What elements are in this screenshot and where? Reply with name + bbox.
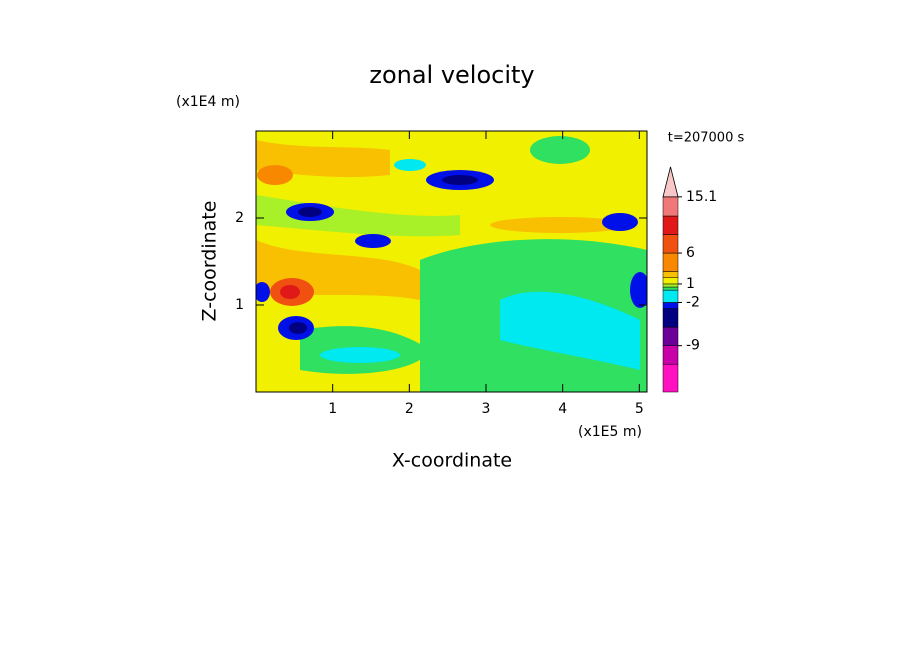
chart-title: zonal velocity bbox=[369, 61, 534, 89]
colorbar-extension bbox=[662, 166, 679, 198]
colorbar-tick-label: -2 bbox=[686, 294, 700, 310]
colorbar-segment bbox=[662, 283, 679, 288]
colorbar-segment bbox=[662, 196, 679, 217]
colorbar-segment bbox=[662, 326, 679, 346]
colorbar-segment bbox=[662, 271, 679, 279]
colorbar-segment bbox=[662, 308, 679, 328]
colorbar-segment bbox=[662, 234, 679, 254]
y-tick-label: 1 bbox=[235, 297, 244, 313]
colorbar-segment bbox=[662, 215, 679, 235]
x-tick-label: 4 bbox=[558, 401, 567, 417]
x-tick-label: 5 bbox=[635, 401, 644, 417]
x-tick-label: 2 bbox=[405, 401, 414, 417]
colorbar-segment bbox=[662, 252, 679, 272]
colorbar-segment bbox=[662, 345, 679, 365]
colorbar-segment bbox=[662, 302, 679, 309]
x-unit: (x1E5 m) bbox=[578, 424, 642, 440]
x-tick-label: 3 bbox=[482, 401, 491, 417]
colorbar-segment bbox=[662, 286, 679, 291]
y-tick-label: 2 bbox=[235, 210, 244, 226]
colorbar-tick-label: 1 bbox=[686, 276, 695, 292]
plot-frame bbox=[255, 130, 648, 393]
time-label: t=207000 s bbox=[668, 131, 745, 146]
colorbar-segment bbox=[662, 277, 679, 285]
y-axis-label: Z-coordinate bbox=[199, 201, 221, 322]
x-tick-label: 1 bbox=[328, 401, 337, 417]
contour-field bbox=[256, 131, 647, 392]
colorbar-tick-label: 6 bbox=[686, 245, 695, 261]
y-unit: (x1E4 m) bbox=[176, 94, 240, 110]
colorbar-segment bbox=[662, 289, 679, 303]
colorbar-tick-label: -9 bbox=[686, 338, 700, 354]
x-axis-label: X-coordinate bbox=[392, 450, 512, 472]
colorbar-segment bbox=[662, 363, 679, 393]
colorbar-tick-label: 15.1 bbox=[686, 189, 717, 205]
